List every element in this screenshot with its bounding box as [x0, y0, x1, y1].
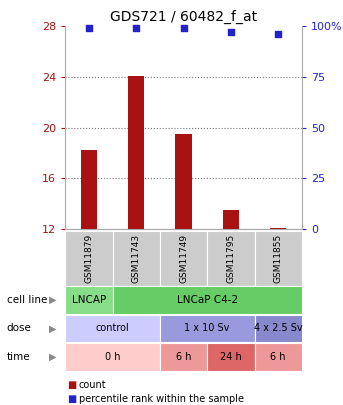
- Text: 0 h: 0 h: [105, 352, 120, 362]
- Text: GSM11879: GSM11879: [84, 234, 93, 283]
- Point: [86, 25, 92, 32]
- Text: ▶: ▶: [49, 324, 57, 333]
- Text: dose: dose: [7, 324, 32, 333]
- Text: control: control: [96, 324, 129, 333]
- Text: LNCAP: LNCAP: [72, 295, 106, 305]
- Text: GSM11795: GSM11795: [226, 234, 235, 283]
- Text: ■: ■: [67, 394, 76, 404]
- Bar: [128, 76, 144, 229]
- Point: [228, 29, 234, 36]
- Text: GSM11749: GSM11749: [179, 234, 188, 283]
- Text: cell line: cell line: [7, 295, 47, 305]
- Text: percentile rank within the sample: percentile rank within the sample: [79, 394, 244, 404]
- Point: [275, 31, 281, 38]
- Text: 4 x 2.5 Sv: 4 x 2.5 Sv: [254, 324, 303, 333]
- Title: GDS721 / 60482_f_at: GDS721 / 60482_f_at: [110, 10, 257, 24]
- Text: 6 h: 6 h: [176, 352, 191, 362]
- Text: ▶: ▶: [49, 352, 57, 362]
- Bar: [270, 228, 286, 229]
- Text: count: count: [79, 380, 107, 390]
- Text: 6 h: 6 h: [270, 352, 286, 362]
- Bar: [175, 134, 192, 229]
- Point: [181, 25, 186, 32]
- Bar: [81, 150, 97, 229]
- Text: ▶: ▶: [49, 295, 57, 305]
- Text: 24 h: 24 h: [220, 352, 242, 362]
- Text: GSM11855: GSM11855: [274, 234, 283, 283]
- Text: LNCaP C4-2: LNCaP C4-2: [177, 295, 238, 305]
- Text: 1 x 10 Sv: 1 x 10 Sv: [185, 324, 230, 333]
- Point: [133, 25, 139, 32]
- Text: GSM11743: GSM11743: [132, 234, 141, 283]
- Text: time: time: [7, 352, 31, 362]
- Text: ■: ■: [67, 380, 76, 390]
- Bar: [223, 210, 239, 229]
